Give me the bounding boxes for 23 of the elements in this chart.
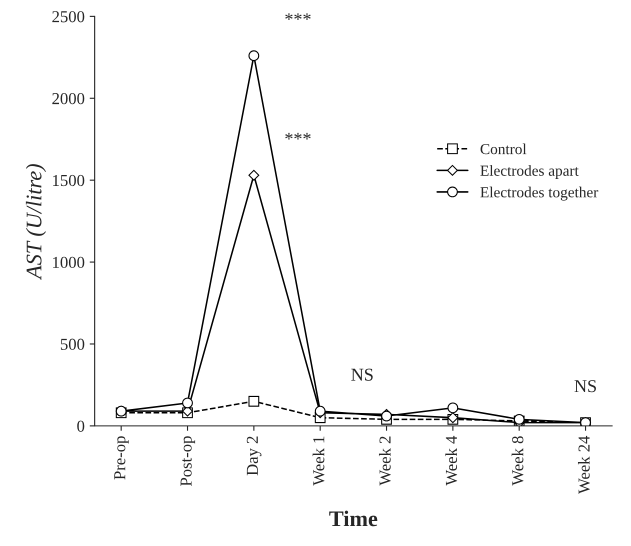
x-tick-label: Week 4 (445, 436, 458, 486)
legend-label: Electrodes together (480, 186, 598, 201)
y-tick-label: 2000 (52, 92, 84, 104)
y-tick-label: 1500 (53, 174, 84, 186)
x-tick-label: Post-op (180, 436, 196, 486)
legend-label: Control (480, 144, 526, 154)
annotation: NS (351, 368, 373, 381)
x-tick-label: Day 2 (246, 436, 262, 476)
annotation: NS (574, 380, 596, 392)
annotation: *** (285, 13, 311, 20)
x-tick-label: Pre-op (114, 436, 129, 480)
x-tick-label: Week 1 (312, 436, 324, 486)
x-tick-label: Week 24 (578, 436, 590, 494)
y-tick-label: 0 (77, 420, 84, 432)
annotation: *** (285, 132, 311, 140)
x-tick-label: Week 8 (512, 436, 524, 486)
y-tick-label: 500 (60, 338, 84, 350)
y-tick-label: 1000 (53, 256, 84, 268)
y-axis-title: AST (U/litre) (26, 164, 46, 280)
legend-label: Electrodes apart (480, 165, 579, 179)
x-axis-title: Time (329, 510, 378, 526)
y-tick-label: 2500 (52, 11, 84, 22)
x-tick-label: Week 2 (378, 436, 391, 486)
